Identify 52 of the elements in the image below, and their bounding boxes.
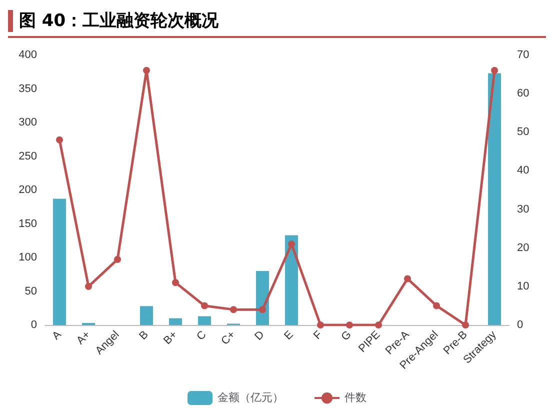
point [375, 322, 382, 328]
legend-label: 件数 [344, 392, 366, 404]
point [201, 302, 208, 310]
x-tick-label: D [252, 328, 267, 343]
bar [488, 73, 502, 325]
y-tick-label: 400 [18, 49, 37, 61]
bar [140, 306, 154, 325]
x-tick-label: E [282, 328, 296, 342]
y2-tick-label: 30 [517, 203, 530, 216]
y-tick-label: 150 [18, 218, 37, 230]
y-tick-label: 300 [18, 116, 37, 128]
x-tick-label: A [50, 328, 64, 342]
x-tick-label: F [312, 328, 325, 342]
point [433, 302, 440, 310]
point [491, 66, 498, 74]
point [288, 240, 295, 248]
point [172, 279, 179, 286]
legend-label: 金额（亿元） [218, 391, 284, 404]
x-tick-label: C+ [219, 328, 238, 348]
y-tick-label: 100 [18, 252, 37, 264]
chart-title: 图 40：工业融资轮次概况 [19, 11, 219, 31]
point [259, 306, 266, 314]
y2-tick-label: 70 [517, 49, 530, 61]
y2-tick-label: 20 [517, 242, 530, 254]
bar [284, 235, 298, 325]
y-tick-label: 200 [18, 184, 37, 196]
y-tick-label: 50 [24, 285, 37, 298]
point [346, 322, 353, 328]
point [317, 322, 324, 328]
point [143, 66, 150, 74]
point [56, 136, 63, 144]
point [404, 275, 411, 282]
x-tick-label: G [339, 328, 354, 344]
y2-tick-label: 50 [517, 126, 530, 138]
x-tick-label: C [194, 328, 209, 343]
x-tick-label: B [137, 328, 151, 342]
bar [52, 198, 66, 325]
x-tick-label: A+ [74, 328, 93, 347]
x-tick-label: B+ [162, 328, 180, 347]
y2-tick-label: 60 [517, 88, 530, 100]
point [462, 322, 469, 328]
y-tick-label: 0 [30, 319, 37, 331]
bar [168, 318, 182, 325]
point [85, 282, 92, 290]
bar [198, 316, 212, 325]
y2-tick-label: 10 [517, 280, 530, 292]
point [114, 256, 121, 263]
y2-tick-label: 40 [517, 164, 530, 177]
y2-tick-label: 0 [517, 319, 524, 331]
y-tick-label: 350 [18, 82, 37, 95]
y-tick-label: 250 [18, 150, 37, 162]
point [230, 306, 237, 314]
